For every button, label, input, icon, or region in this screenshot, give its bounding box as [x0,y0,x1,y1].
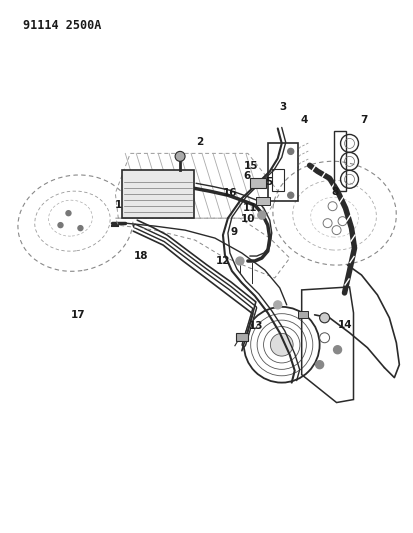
Text: 10: 10 [240,214,255,224]
Circle shape [58,223,63,228]
Bar [297,311,307,318]
Circle shape [287,148,293,155]
Text: 12: 12 [216,256,230,266]
Text: 13: 13 [248,321,262,331]
Circle shape [319,313,329,323]
Circle shape [235,257,243,265]
Text: 8: 8 [330,187,338,197]
Text: 6: 6 [243,171,250,181]
Bar [333,132,345,191]
Circle shape [273,301,281,309]
Text: 3: 3 [279,102,286,112]
Circle shape [78,225,83,231]
Text: 18: 18 [133,251,148,261]
Circle shape [257,211,265,219]
Text: 2: 2 [195,136,203,147]
Circle shape [315,361,323,369]
Circle shape [333,346,341,354]
Bar [267,143,297,201]
Text: 14: 14 [337,320,352,330]
Bar [122,171,194,218]
Text: 16: 16 [222,188,236,198]
Bar [255,197,269,205]
Circle shape [66,211,71,216]
Circle shape [270,333,292,356]
Text: 11: 11 [242,203,257,213]
Text: 9: 9 [230,227,237,237]
Circle shape [287,192,293,198]
Bar [271,169,283,191]
Text: 4: 4 [299,116,307,125]
Text: 17: 17 [71,310,85,320]
Bar [249,179,265,188]
Text: 15: 15 [244,160,258,171]
Text: 91114 2500A: 91114 2500A [23,19,101,32]
Text: 7: 7 [359,116,367,125]
Text: 5: 5 [265,176,272,187]
Circle shape [175,151,185,161]
Text: 1: 1 [114,200,121,211]
Bar [235,333,247,341]
